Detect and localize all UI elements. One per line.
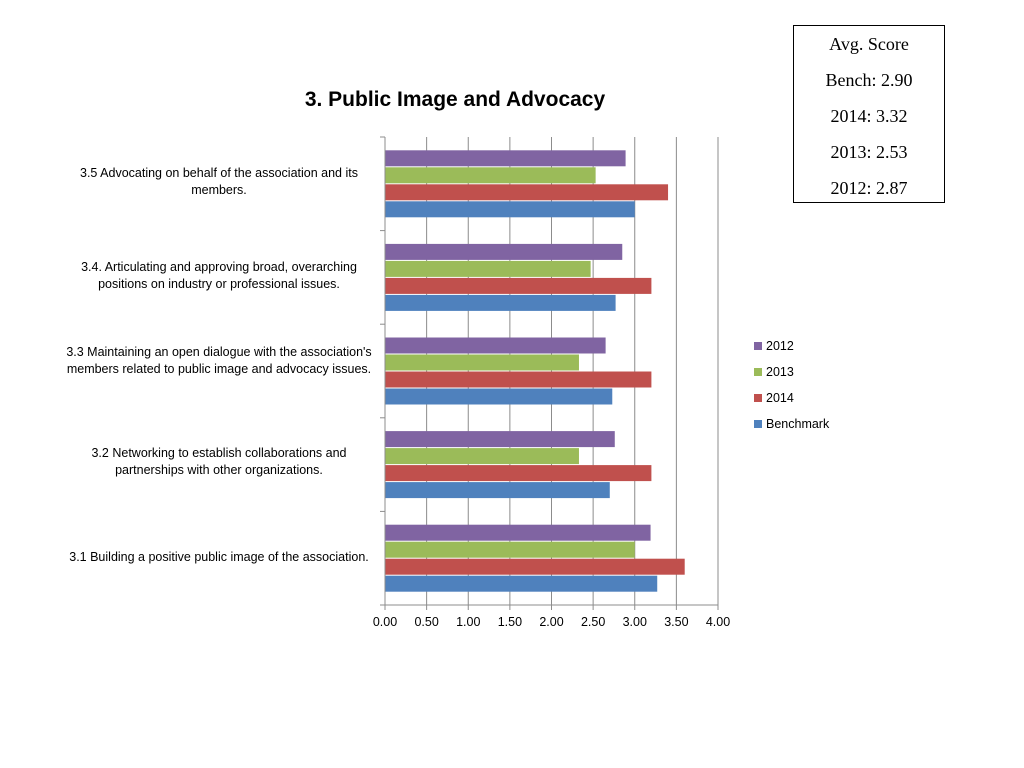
avg-score-box: Avg. Score Bench: 2.90 2014: 3.32 2013: … xyxy=(793,25,945,203)
category-label-2: 3.2 Networking to establish collaboratio… xyxy=(91,446,347,477)
bar-benchmark-1 xyxy=(385,575,658,592)
score-2013: 2013: 2.53 xyxy=(830,142,908,162)
bar-2013-3 xyxy=(385,354,579,371)
legend-label: 2012 xyxy=(766,339,794,353)
category-label-3: 3.3 Maintaining an open dialogue with th… xyxy=(66,344,372,376)
x-tick-label: 1.50 xyxy=(498,615,522,629)
legend-swatch xyxy=(754,368,762,376)
legend-swatch xyxy=(754,420,762,428)
score-box-heading: Avg. Score xyxy=(829,34,909,54)
bar-2012-5 xyxy=(385,150,626,167)
bar-2014-3 xyxy=(385,371,652,388)
x-tick-label: 1.00 xyxy=(456,615,480,629)
bar-2012-3 xyxy=(385,337,606,354)
bar-benchmark-5 xyxy=(385,201,635,218)
bar-2014-5 xyxy=(385,184,669,201)
legend-label: 2014 xyxy=(766,391,794,405)
x-tick-label: 2.50 xyxy=(581,615,605,629)
legend-swatch xyxy=(754,394,762,402)
bar-2012-2 xyxy=(385,431,615,448)
x-tick-label: 2.00 xyxy=(539,615,563,629)
score-2014: 2014: 3.32 xyxy=(830,106,908,126)
x-tick-label: 0.50 xyxy=(414,615,438,629)
bar-2012-1 xyxy=(385,524,651,541)
bar-2013-5 xyxy=(385,167,596,184)
legend-label: Benchmark xyxy=(766,417,830,431)
bar-benchmark-2 xyxy=(385,482,610,499)
legend-item-2013: 2013 xyxy=(754,359,829,385)
score-bench: Bench: 2.90 xyxy=(825,70,913,90)
legend-item-2014: 2014 xyxy=(754,385,829,411)
chart-title: 3. Public Image and Advocacy xyxy=(304,88,606,111)
x-tick-label: 3.50 xyxy=(664,615,688,629)
legend-label: 2013 xyxy=(766,365,794,379)
category-label-4: 3.4. Articulating and approving broad, o… xyxy=(81,260,357,291)
legend-item-benchmark: Benchmark xyxy=(754,411,829,437)
legend: 2012 2013 2014 Benchmark xyxy=(754,333,829,437)
x-tick-label: 4.00 xyxy=(706,615,730,629)
bar-2013-2 xyxy=(385,448,579,465)
bar-2014-4 xyxy=(385,277,652,294)
score-2012: 2012: 2.87 xyxy=(830,178,908,198)
bar-2012-4 xyxy=(385,243,623,260)
legend-swatch xyxy=(754,342,762,350)
x-tick-label: 3.00 xyxy=(623,615,647,629)
bar-2014-1 xyxy=(385,558,685,575)
category-label-5: 3.5 Advocating on behalf of the associat… xyxy=(80,166,358,197)
legend-item-2012: 2012 xyxy=(754,333,829,359)
category-label-1: 3.1 Building a positive public image of … xyxy=(69,549,369,564)
bar-2013-1 xyxy=(385,541,635,558)
bar-2013-4 xyxy=(385,260,591,277)
x-tick-label: 0.00 xyxy=(373,615,397,629)
bar-benchmark-4 xyxy=(385,294,616,311)
bar-2014-2 xyxy=(385,465,652,482)
bar-benchmark-3 xyxy=(385,388,613,405)
